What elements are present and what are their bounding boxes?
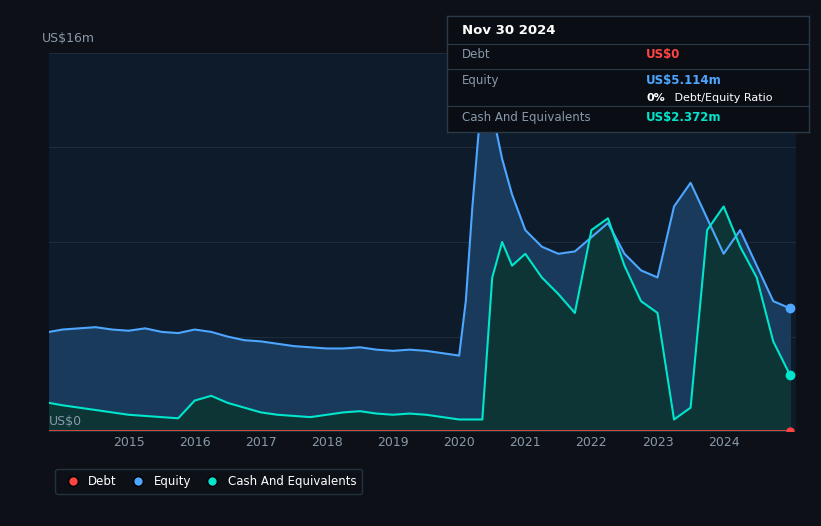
Text: US$5.114m: US$5.114m	[646, 74, 722, 87]
Text: 0%: 0%	[646, 93, 665, 103]
Text: US$16m: US$16m	[42, 32, 94, 45]
Legend: Debt, Equity, Cash And Equivalents: Debt, Equity, Cash And Equivalents	[55, 469, 362, 493]
Text: US$0: US$0	[49, 414, 82, 428]
Text: Nov 30 2024: Nov 30 2024	[462, 24, 555, 37]
Text: Debt: Debt	[462, 48, 490, 61]
Text: US$2.372m: US$2.372m	[646, 110, 722, 124]
Text: Debt/Equity Ratio: Debt/Equity Ratio	[672, 93, 773, 103]
Text: Cash And Equivalents: Cash And Equivalents	[462, 110, 590, 124]
Text: US$0: US$0	[646, 48, 681, 61]
Text: Equity: Equity	[462, 74, 499, 87]
